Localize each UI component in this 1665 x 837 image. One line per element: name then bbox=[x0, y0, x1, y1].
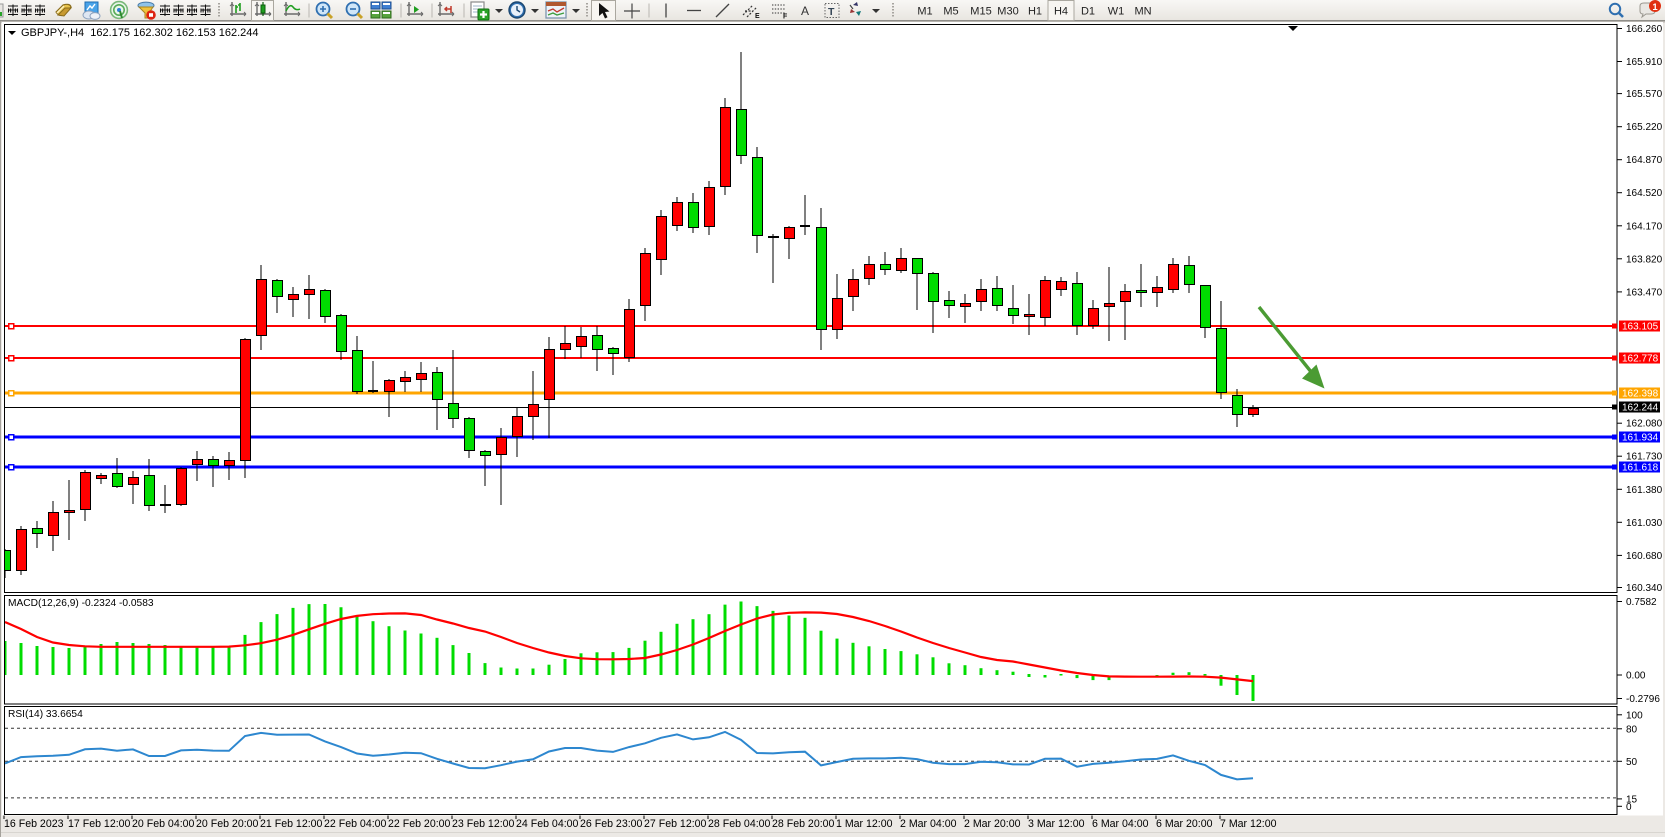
svg-text:16 Feb 2023: 16 Feb 2023 bbox=[4, 818, 64, 830]
svg-text:MN: MN bbox=[1134, 6, 1151, 18]
svg-text:6 Mar 04:00: 6 Mar 04:00 bbox=[1092, 818, 1149, 830]
svg-text:161.030: 161.030 bbox=[1626, 518, 1663, 529]
svg-text:23 Feb 12:00: 23 Feb 12:00 bbox=[452, 818, 515, 830]
svg-text:0: 0 bbox=[1626, 802, 1632, 813]
svg-text:20 Feb 04:00: 20 Feb 04:00 bbox=[132, 818, 195, 830]
svg-text:-0.2796: -0.2796 bbox=[1626, 694, 1660, 705]
svg-text:161.380: 161.380 bbox=[1626, 485, 1663, 496]
svg-text:MACD(12,26,9) -0.2324 -0.0583: MACD(12,26,9) -0.2324 -0.0583 bbox=[8, 598, 154, 609]
svg-text:1 Mar 12:00: 1 Mar 12:00 bbox=[836, 818, 893, 830]
svg-text:161.730: 161.730 bbox=[1626, 452, 1663, 463]
svg-text:24 Feb 04:00: 24 Feb 04:00 bbox=[516, 818, 579, 830]
svg-text:100: 100 bbox=[1626, 710, 1643, 721]
svg-text:164.520: 164.520 bbox=[1626, 188, 1663, 199]
svg-text:M15: M15 bbox=[970, 6, 991, 18]
svg-text:2 Mar 04:00: 2 Mar 04:00 bbox=[900, 818, 957, 830]
svg-text:162.244: 162.244 bbox=[1622, 403, 1659, 414]
svg-text:164.870: 164.870 bbox=[1626, 155, 1663, 166]
svg-text:H4: H4 bbox=[1054, 6, 1068, 18]
svg-text:E: E bbox=[755, 13, 760, 20]
svg-text:1: 1 bbox=[1652, 2, 1658, 13]
svg-text:M30: M30 bbox=[997, 6, 1018, 18]
svg-text:162.778: 162.778 bbox=[1622, 354, 1659, 365]
svg-text:F: F bbox=[783, 14, 788, 21]
svg-text:80: 80 bbox=[1626, 724, 1638, 735]
svg-text:M5: M5 bbox=[943, 6, 958, 18]
svg-text:7 Mar 12:00: 7 Mar 12:00 bbox=[1220, 818, 1277, 830]
svg-text:M1: M1 bbox=[917, 6, 932, 18]
svg-text:15: 15 bbox=[1626, 794, 1638, 805]
svg-text:6 Mar 20:00: 6 Mar 20:00 bbox=[1156, 818, 1213, 830]
svg-text:W1: W1 bbox=[1108, 6, 1125, 18]
svg-text:165.570: 165.570 bbox=[1626, 89, 1663, 100]
svg-text:22 Feb 04:00: 22 Feb 04:00 bbox=[324, 818, 387, 830]
svg-text:163.820: 163.820 bbox=[1626, 254, 1663, 265]
svg-text:H1: H1 bbox=[1028, 6, 1042, 18]
svg-text:21 Feb 12:00: 21 Feb 12:00 bbox=[260, 818, 323, 830]
svg-text:160.340: 160.340 bbox=[1626, 583, 1663, 594]
svg-text:50: 50 bbox=[1626, 757, 1638, 768]
svg-text:163.105: 163.105 bbox=[1622, 322, 1659, 333]
svg-text:GBPJPY-,H4 162.175 162.302 16: GBPJPY-,H4 162.175 162.302 162.153 162.2… bbox=[21, 27, 259, 39]
svg-text:17 Feb 12:00: 17 Feb 12:00 bbox=[68, 818, 131, 830]
svg-text:28 Feb 20:00: 28 Feb 20:00 bbox=[772, 818, 835, 830]
svg-text:162.080: 162.080 bbox=[1626, 419, 1663, 430]
svg-text:162.398: 162.398 bbox=[1622, 389, 1659, 400]
svg-text:163.470: 163.470 bbox=[1626, 287, 1663, 298]
svg-text:161.618: 161.618 bbox=[1622, 463, 1659, 474]
svg-text:26 Feb 23:00: 26 Feb 23:00 bbox=[580, 818, 643, 830]
svg-text:D1: D1 bbox=[1081, 6, 1095, 18]
svg-text:161.934: 161.934 bbox=[1622, 433, 1659, 444]
svg-text:22 Feb 20:00: 22 Feb 20:00 bbox=[388, 818, 451, 830]
svg-text:27 Feb 12:00: 27 Feb 12:00 bbox=[644, 818, 707, 830]
svg-text:0.7582: 0.7582 bbox=[1626, 597, 1657, 608]
svg-text:165.910: 165.910 bbox=[1626, 57, 1663, 68]
svg-text:166.260: 166.260 bbox=[1626, 24, 1663, 35]
svg-text:28 Feb 04:00: 28 Feb 04:00 bbox=[708, 818, 771, 830]
svg-text:165.220: 165.220 bbox=[1626, 122, 1663, 133]
svg-text:2 Mar 20:00: 2 Mar 20:00 bbox=[964, 818, 1021, 830]
svg-text:0.00: 0.00 bbox=[1626, 671, 1646, 682]
svg-text:A: A bbox=[801, 4, 809, 18]
svg-text:RSI(14) 33.6654: RSI(14) 33.6654 bbox=[8, 709, 83, 720]
svg-text:160.680: 160.680 bbox=[1626, 551, 1663, 562]
svg-text:164.170: 164.170 bbox=[1626, 221, 1663, 232]
svg-text:3 Mar 12:00: 3 Mar 12:00 bbox=[1028, 818, 1085, 830]
svg-text:20 Feb 20:00: 20 Feb 20:00 bbox=[196, 818, 259, 830]
svg-text:T: T bbox=[828, 6, 835, 18]
